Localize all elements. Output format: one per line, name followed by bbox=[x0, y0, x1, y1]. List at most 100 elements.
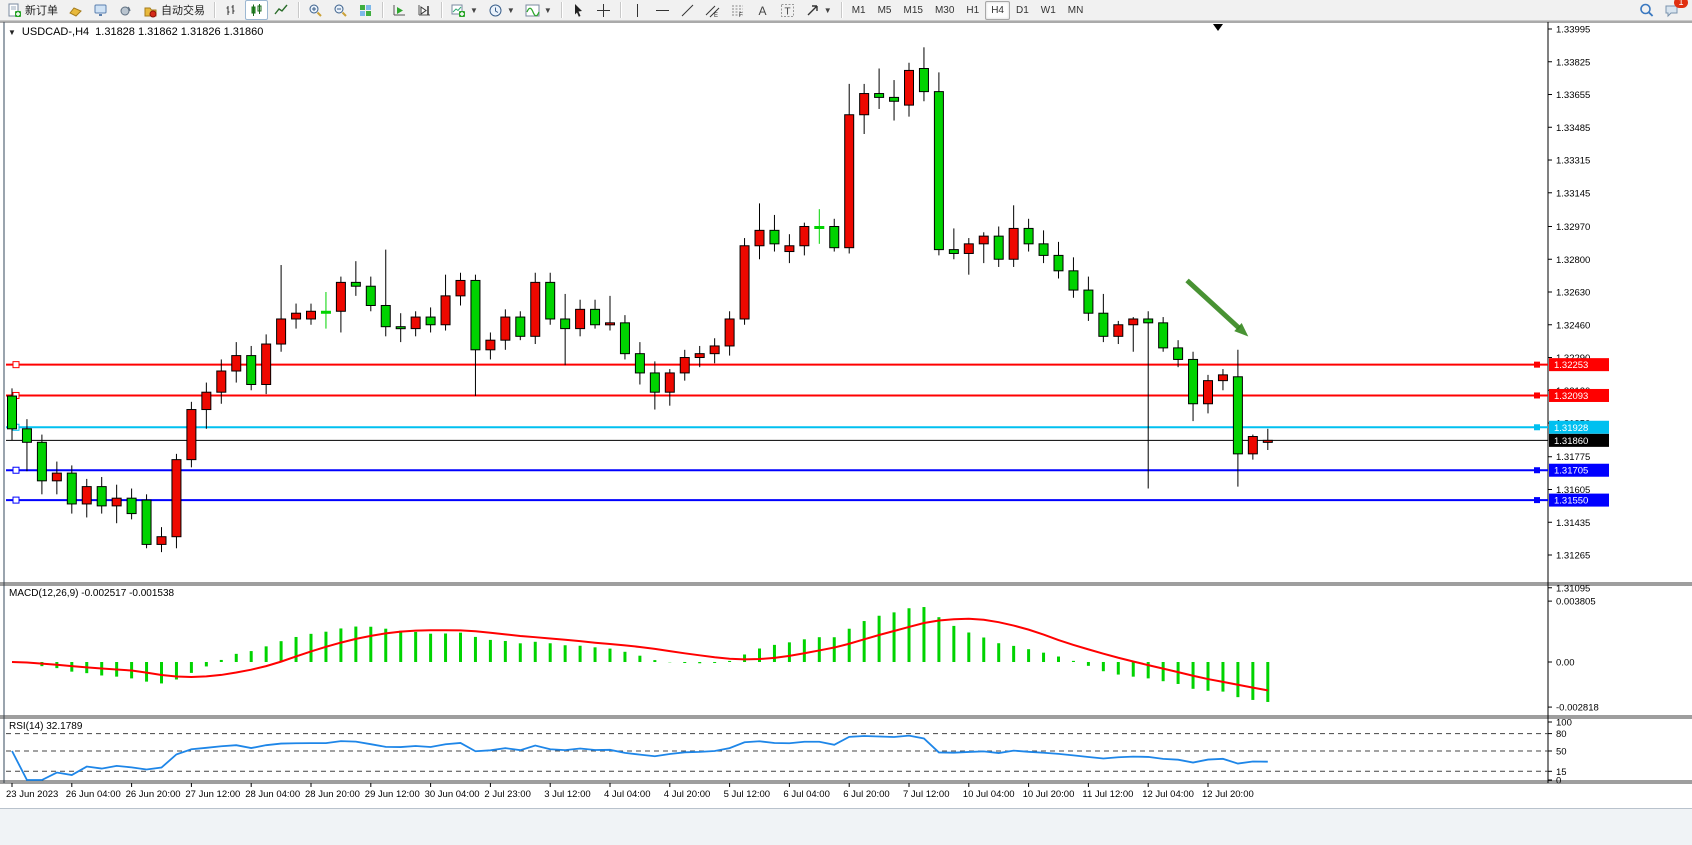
candle-body[interactable] bbox=[904, 69, 914, 106]
candle-body[interactable] bbox=[111, 497, 122, 507]
candle-body[interactable] bbox=[320, 310, 331, 314]
text-label-button[interactable]: T bbox=[776, 0, 799, 20]
candle-body[interactable] bbox=[425, 316, 436, 326]
candle-body[interactable] bbox=[769, 229, 780, 245]
candle-body[interactable] bbox=[1098, 312, 1109, 337]
new-order-button[interactable]: 新订单 bbox=[3, 0, 62, 20]
bar-chart-button[interactable] bbox=[220, 0, 243, 20]
candle-body[interactable] bbox=[141, 499, 152, 545]
candle-body[interactable] bbox=[754, 229, 765, 247]
chart-window[interactable]: 1.33995 1.33825 1.33655 1.33485 1.33315 1.331… bbox=[0, 21, 1692, 845]
timeframe-mn-button[interactable]: MN bbox=[1067, 4, 1084, 16]
timeframe-h1-button[interactable]: H1 bbox=[966, 4, 980, 16]
line-anchor-handle[interactable] bbox=[12, 361, 20, 369]
candle-body[interactable] bbox=[66, 472, 77, 505]
candle-body[interactable] bbox=[739, 245, 750, 320]
trendline-button[interactable] bbox=[676, 0, 699, 20]
candle-body[interactable] bbox=[605, 322, 615, 326]
candle-body[interactable] bbox=[1113, 324, 1124, 337]
candle-body[interactable] bbox=[948, 249, 959, 254]
candle-body[interactable] bbox=[1023, 227, 1034, 245]
candle-body[interactable] bbox=[530, 281, 541, 337]
candle-body[interactable] bbox=[36, 441, 47, 482]
new-chart-button[interactable]: ▼ bbox=[447, 0, 482, 20]
candle-body[interactable] bbox=[814, 225, 825, 229]
candle-body[interactable] bbox=[874, 93, 885, 98]
candle-body[interactable] bbox=[350, 281, 361, 287]
candle-body[interactable] bbox=[126, 497, 137, 515]
candle-body[interactable] bbox=[933, 91, 944, 251]
candle-body[interactable] bbox=[545, 281, 556, 320]
candle-body[interactable] bbox=[335, 281, 346, 312]
candle-body[interactable] bbox=[1083, 289, 1094, 314]
vertical-line-button[interactable] bbox=[626, 0, 649, 20]
dropdown-caret-icon[interactable]: ▼ bbox=[506, 5, 515, 15]
candle-body[interactable] bbox=[96, 486, 107, 507]
candle-body[interactable] bbox=[963, 243, 974, 254]
candle-body[interactable] bbox=[664, 372, 675, 393]
line-end-handle[interactable] bbox=[1534, 392, 1540, 399]
candle-body[interactable] bbox=[1262, 439, 1273, 443]
timeframe-m30-button[interactable]: M30 bbox=[934, 4, 955, 16]
chart-shift-button[interactable] bbox=[413, 0, 436, 20]
candle-body[interactable] bbox=[694, 353, 705, 359]
zoom-out-button[interactable] bbox=[329, 0, 352, 20]
candle-body[interactable] bbox=[1068, 270, 1079, 291]
auto-scroll-button[interactable] bbox=[388, 0, 411, 20]
candle-body[interactable] bbox=[1038, 243, 1049, 256]
candle-body[interactable] bbox=[993, 235, 1004, 260]
candle-body[interactable] bbox=[1158, 322, 1169, 349]
candle-body[interactable] bbox=[1232, 376, 1243, 455]
timeframe-m15-button[interactable]: M15 bbox=[903, 4, 923, 16]
candle-body[interactable] bbox=[515, 316, 526, 337]
timeframe-h4-button[interactable]: H4 bbox=[985, 0, 1010, 20]
candle-body[interactable] bbox=[171, 459, 182, 538]
candle-body[interactable] bbox=[799, 225, 810, 247]
candle-body[interactable] bbox=[7, 395, 17, 430]
arrows-button[interactable]: ▼ bbox=[801, 0, 836, 20]
candle-body[interactable] bbox=[889, 96, 900, 102]
candle-body[interactable] bbox=[81, 486, 92, 505]
timeframe-w1-button[interactable]: W1 bbox=[1040, 4, 1056, 16]
candle-body[interactable] bbox=[201, 391, 212, 411]
trend-arrow-head[interactable] bbox=[1234, 323, 1249, 337]
candle-body[interactable] bbox=[216, 370, 227, 393]
layouts-button[interactable] bbox=[64, 0, 87, 20]
candle-body[interactable] bbox=[649, 372, 660, 393]
indicators-button[interactable]: ▼ bbox=[521, 0, 556, 20]
candle-body[interactable] bbox=[575, 308, 586, 330]
candle-body[interactable] bbox=[784, 245, 795, 253]
market-watch-button[interactable] bbox=[89, 0, 112, 20]
candle-body[interactable] bbox=[829, 225, 840, 249]
timeframe-d1-button[interactable]: D1 bbox=[1016, 4, 1029, 16]
candle-body[interactable] bbox=[1217, 374, 1228, 382]
candle-body[interactable] bbox=[1203, 380, 1213, 405]
candle-body[interactable] bbox=[380, 304, 391, 328]
candle-body[interactable] bbox=[679, 357, 690, 374]
dropdown-caret-icon[interactable]: ▼ bbox=[470, 5, 478, 15]
candle-body[interactable] bbox=[709, 345, 720, 355]
crosshair-button[interactable] bbox=[592, 0, 615, 20]
candle-body[interactable] bbox=[859, 93, 870, 116]
line-end-handle[interactable] bbox=[1534, 424, 1540, 431]
candlestick-chart-button[interactable] bbox=[245, 0, 268, 20]
text-button[interactable]: A bbox=[751, 0, 774, 20]
candle-body[interactable] bbox=[1143, 318, 1154, 324]
candle-body[interactable] bbox=[231, 355, 242, 372]
candle-body[interactable] bbox=[470, 279, 481, 351]
candle-body[interactable] bbox=[634, 353, 645, 374]
candle-body[interactable] bbox=[246, 355, 257, 385]
line-anchor-handle[interactable] bbox=[12, 496, 20, 504]
notifications-button[interactable]: 1 bbox=[1660, 0, 1688, 20]
candle-body[interactable] bbox=[1053, 254, 1064, 272]
line-end-handle[interactable] bbox=[1534, 467, 1540, 474]
candle-body[interactable] bbox=[560, 318, 571, 330]
candle-body[interactable] bbox=[1173, 347, 1184, 360]
candle-body[interactable] bbox=[1247, 436, 1258, 455]
timeframe-m5-button[interactable]: M5 bbox=[877, 4, 892, 16]
candle-body[interactable] bbox=[844, 114, 855, 249]
cursor-button[interactable] bbox=[567, 0, 590, 20]
candle-body[interactable] bbox=[186, 409, 197, 461]
candle-body[interactable] bbox=[291, 312, 302, 320]
dropdown-caret-icon[interactable]: ▼ bbox=[543, 5, 552, 15]
